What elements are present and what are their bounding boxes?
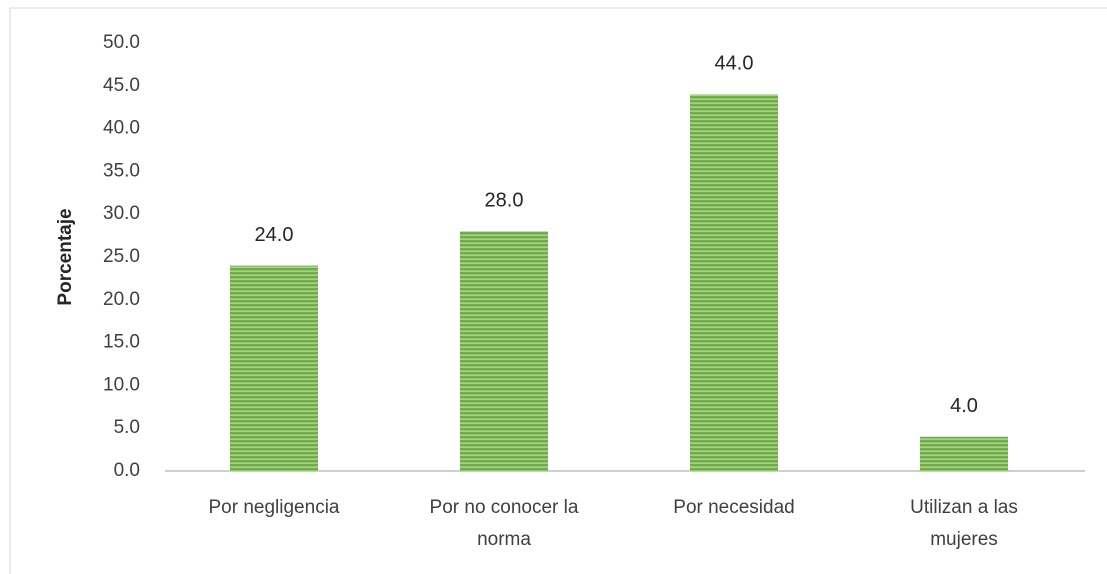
y-axis-label: Porcentaje [55, 208, 76, 305]
x-tick-label: Por negligencia [209, 497, 340, 518]
bar [920, 436, 1008, 471]
y-tick-label: 35.0 [103, 160, 140, 181]
y-tick-label: 10.0 [103, 374, 140, 395]
y-tick-label: 25.0 [103, 246, 140, 267]
y-tick-label: 50.0 [103, 32, 140, 53]
y-tick-label: 5.0 [114, 417, 140, 438]
x-tick-label: Utilizan a las mujeres [910, 497, 1018, 550]
bar [690, 94, 778, 472]
data-label: 28.0 [485, 190, 524, 212]
y-tick-label: 40.0 [103, 118, 140, 139]
y-tick-label: 15.0 [103, 332, 140, 353]
data-label: 4.0 [950, 395, 978, 417]
y-tick-label: 30.0 [103, 203, 140, 224]
y-tick-label: 20.0 [103, 289, 140, 310]
x-tick-label: Por no conocer la norma [430, 497, 579, 550]
y-tick-label: 0.0 [114, 460, 140, 481]
bar [230, 265, 318, 471]
x-tick-label: Por necesidad [673, 497, 794, 518]
data-label: 24.0 [255, 224, 294, 246]
data-label: 44.0 [715, 53, 754, 75]
chart-border [9, 7, 1107, 574]
y-tick-label: 45.0 [103, 75, 140, 96]
bar [460, 231, 548, 471]
